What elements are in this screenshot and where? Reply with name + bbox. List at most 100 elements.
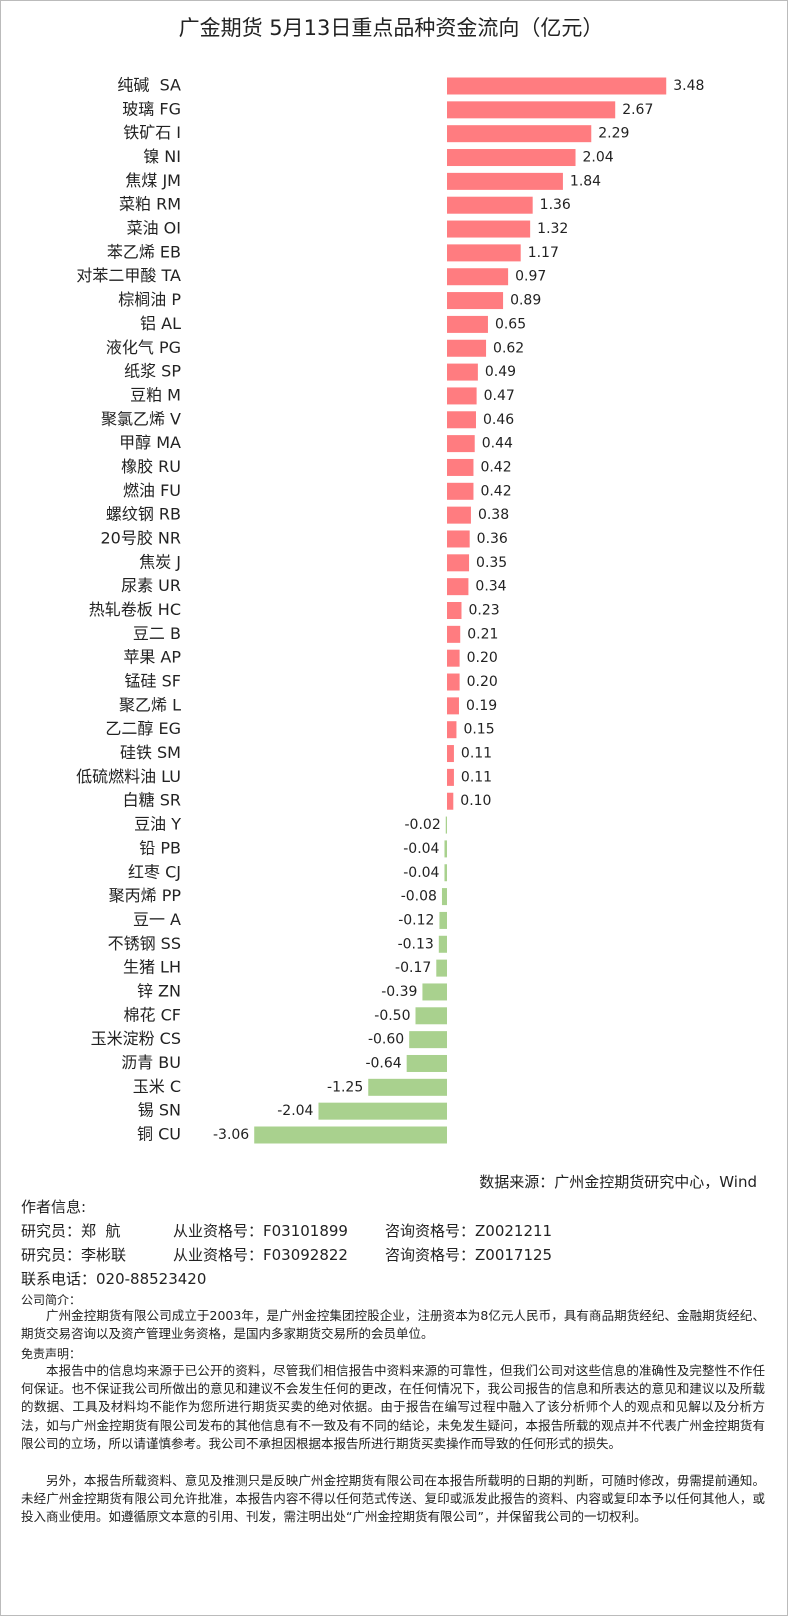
value-label: 0.49 xyxy=(485,364,516,380)
value-label: 0.23 xyxy=(468,603,499,619)
bar xyxy=(447,172,563,190)
category-label: 不锈钢 SS xyxy=(108,934,181,953)
category-label: 豆粕 M xyxy=(130,385,181,404)
category-label: 焦煤 JM xyxy=(125,171,181,190)
category-label: 生猪 LH xyxy=(123,958,181,977)
category-label: 铅 PB xyxy=(139,838,181,857)
value-label: -0.02 xyxy=(405,817,441,833)
category-label: 锌 ZN xyxy=(137,981,181,1000)
value-label: 0.62 xyxy=(493,340,524,356)
bar xyxy=(447,578,469,596)
bar xyxy=(447,268,509,286)
category-label: 豆油 Y xyxy=(134,815,181,834)
bar xyxy=(436,959,447,977)
disclaimer-text: 本报告中的信息均来源于已公开的资料，尽管我们相信报告中资料来源的可靠性，但我们公… xyxy=(21,1363,765,1451)
value-label: 1.17 xyxy=(528,245,559,261)
bar xyxy=(444,840,447,858)
disclaimer-heading: 免责声明： xyxy=(21,1347,82,1361)
category-label: 聚丙烯 PP xyxy=(109,886,182,905)
bar xyxy=(254,1126,447,1144)
category-label: 苯乙烯 EB xyxy=(107,242,181,261)
category-label: 乙二醇 EG xyxy=(105,719,181,738)
value-label: 0.11 xyxy=(461,769,492,785)
bar xyxy=(447,602,462,619)
category-label: 螺纹钢 RB xyxy=(106,505,181,524)
category-label: 20号胶 NR xyxy=(100,528,181,547)
bar xyxy=(445,816,447,834)
bar xyxy=(447,363,478,381)
value-label: 0.44 xyxy=(482,436,513,452)
bar xyxy=(447,435,475,453)
value-label: -2.04 xyxy=(277,1103,313,1119)
source: 数据来源：广州金控期货研究中心，Wind xyxy=(479,1173,757,1191)
category-label: 纯碱 SA xyxy=(117,76,181,95)
value-label: 0.21 xyxy=(467,626,498,642)
bar xyxy=(447,101,616,119)
category-label: 甲醇 MA xyxy=(119,433,181,452)
value-label: -0.08 xyxy=(401,889,437,905)
bar xyxy=(447,77,667,95)
value-label: 0.36 xyxy=(477,531,508,547)
category-label: 镍 NI xyxy=(143,147,181,166)
value-label: 0.42 xyxy=(480,483,511,499)
value-label: 2.04 xyxy=(583,150,614,166)
value-label: -1.25 xyxy=(327,1079,363,1095)
bar xyxy=(447,387,477,405)
bar xyxy=(441,888,447,906)
value-label: 2.67 xyxy=(622,102,653,118)
category-label: 聚氯乙烯 V xyxy=(101,409,181,428)
value-label: 0.11 xyxy=(461,746,492,762)
value-label: 0.65 xyxy=(495,316,526,332)
value-label: -0.04 xyxy=(403,841,439,857)
bar xyxy=(447,411,476,429)
bar xyxy=(406,1054,447,1072)
category-label: 铜 CU xyxy=(137,1125,181,1144)
category-label: 纸浆 SP xyxy=(124,362,181,381)
bar xyxy=(447,673,460,691)
value-label: 0.15 xyxy=(463,722,494,738)
value-label: 0.46 xyxy=(483,412,514,428)
category-label: 沥青 BU xyxy=(121,1053,181,1072)
bar xyxy=(447,721,457,739)
value-label: 1.84 xyxy=(570,173,601,189)
value-label: 0.34 xyxy=(475,579,506,595)
value-label: -0.17 xyxy=(395,960,431,976)
value-label: 0.42 xyxy=(480,459,511,475)
value-label: 0.47 xyxy=(484,388,515,404)
value-label: 0.89 xyxy=(510,293,541,309)
bar xyxy=(447,530,470,548)
bar xyxy=(447,315,488,333)
value-label: 0.10 xyxy=(460,793,491,809)
value-label: 2.29 xyxy=(598,126,629,142)
category-label: 硅铁 SM xyxy=(120,743,181,762)
category-label: 玉米 C xyxy=(133,1077,181,1096)
category-label: 白糖 SR xyxy=(123,791,181,810)
category-label: 热轧卷板 HC xyxy=(89,600,181,619)
bar xyxy=(318,1102,447,1120)
bar xyxy=(447,339,487,357)
disclaimer-text: 另外，本报告所载资料、意见及推测只是反映广州金控期货有限公司在本报告所载明的日期… xyxy=(21,1473,765,1525)
value-label: 0.97 xyxy=(515,269,546,285)
author-name: 研究员：李彬联 xyxy=(21,1246,127,1264)
category-label: 玉米淀粉 CS xyxy=(91,1029,181,1048)
bar xyxy=(422,983,447,1001)
category-label: 菜油 OI xyxy=(127,219,181,238)
author-consult: 咨询资格号：Z0017125 xyxy=(385,1246,553,1264)
bar xyxy=(447,768,454,786)
bar xyxy=(447,697,459,715)
bar xyxy=(447,482,474,500)
value-label: 0.35 xyxy=(476,555,507,571)
value-label: -0.39 xyxy=(381,984,417,1000)
value-label: -3.06 xyxy=(213,1127,249,1143)
value-label: -0.12 xyxy=(398,912,434,928)
bar xyxy=(409,1031,447,1049)
value-label: 1.36 xyxy=(540,197,571,213)
author-heading: 作者信息: xyxy=(21,1198,87,1216)
category-label: 对苯二甲酸 TA xyxy=(76,266,181,285)
value-label: -0.50 xyxy=(374,1008,410,1024)
bar xyxy=(447,196,533,214)
category-label: 玻璃 FG xyxy=(122,99,181,118)
bar xyxy=(447,554,470,572)
bar xyxy=(368,1078,447,1096)
bar xyxy=(447,745,454,763)
